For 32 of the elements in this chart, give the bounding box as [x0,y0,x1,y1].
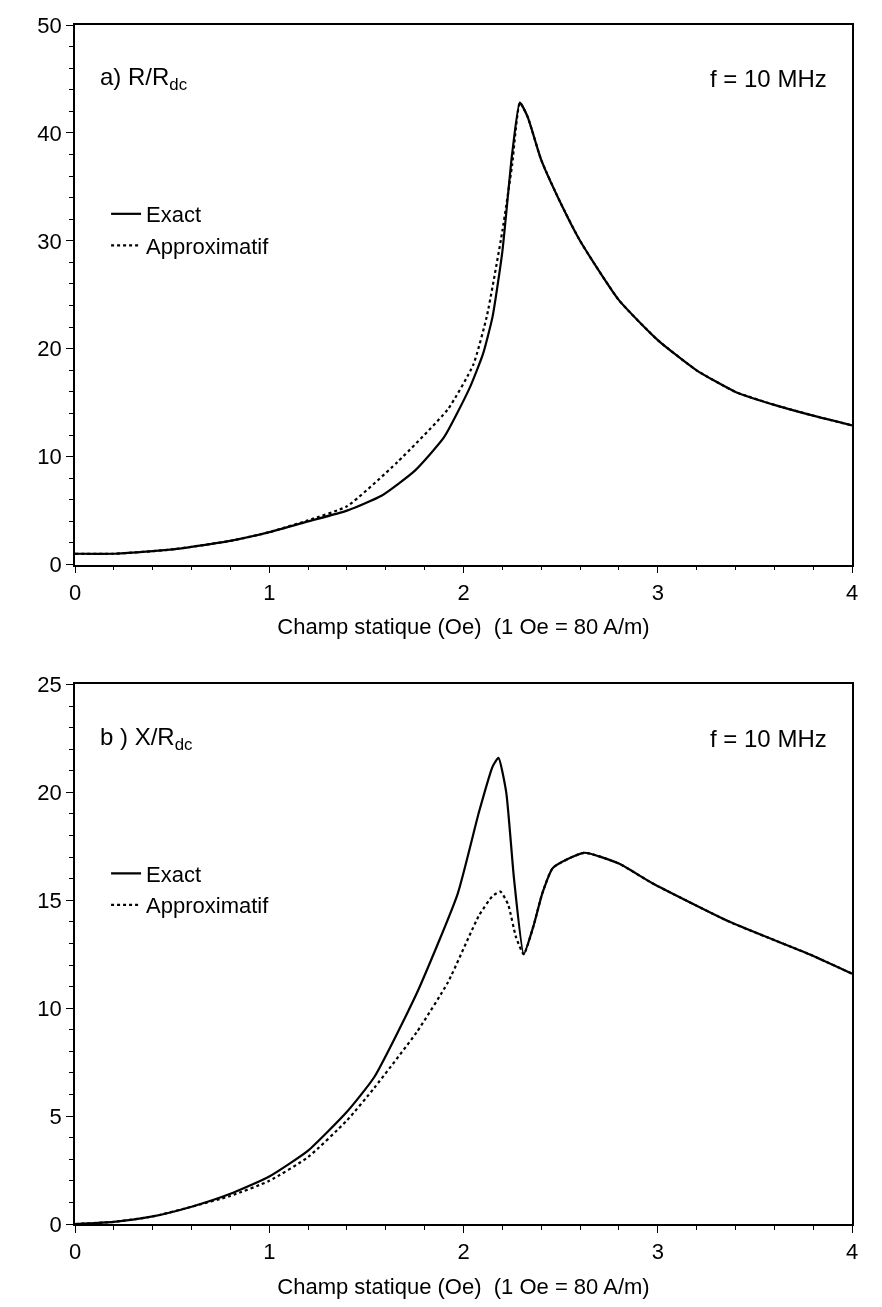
x-tick-label: 2 [457,1239,470,1265]
annotation: b ) X/R$_{dc}$ [100,723,193,755]
x-tick-label: 3 [651,579,664,605]
x-axis-title: Champ statique (Oe) (1 Oe = 80 A/m) [277,614,650,640]
legend-label: Exact [146,861,202,887]
y-tick-label: 50 [37,12,62,38]
legend-label: Exact [146,202,202,228]
y-tick-label: 20 [37,780,62,806]
x-tick-label: 1 [263,1239,276,1265]
x-tick-label: 3 [651,1239,664,1265]
x-tick-label: 2 [457,579,470,605]
y-tick-label: 25 [37,672,62,698]
legend-label: Approximatif [146,893,270,919]
y-tick-label: 30 [37,228,62,254]
x-tick-label: 4 [845,1239,859,1265]
x-axis-title: Champ statique (Oe) (1 Oe = 80 A/m) [277,1273,650,1299]
annotation: f = 10 MHz [710,725,827,752]
legend-label: Approximatif [146,234,270,260]
x-tick-label: 0 [68,1239,82,1265]
y-tick-label: 10 [37,444,62,470]
annotation: f = 10 MHz [710,65,827,92]
x-tick-label: 0 [68,579,82,605]
y-tick-label: 20 [37,336,62,362]
y-tick-label: 10 [37,995,62,1021]
y-tick-label: 0 [49,552,62,578]
x-tick-label: 4 [845,579,859,605]
y-tick-label: 0 [49,1211,62,1237]
annotation: a) R/R$_{dc}$ [100,63,188,95]
y-tick-label: 15 [37,887,62,913]
y-tick-label: 40 [37,120,62,146]
x-tick-label: 1 [263,579,276,605]
y-tick-label: 5 [49,1103,62,1129]
